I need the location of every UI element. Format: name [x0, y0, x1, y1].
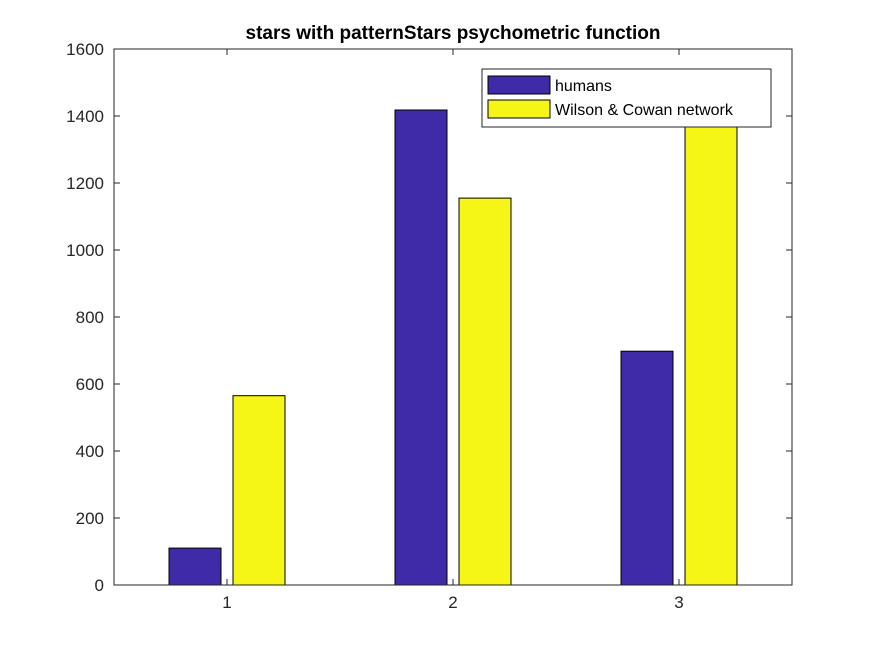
y-tick-label: 800: [76, 308, 104, 327]
legend-swatch-series-1: [487, 75, 551, 95]
x-tick-label: 3: [674, 593, 683, 612]
legend-swatch-series-2: [487, 99, 551, 119]
legend-label-series-1: humans: [555, 78, 612, 95]
axes-group: 0 200 400 600 800 1000 1200 1400 1600 1 2 3: [66, 40, 793, 612]
y-tick-label: 1400: [66, 107, 104, 126]
chart-title: stars with patternStars psychometric fun…: [246, 23, 661, 44]
bar-series-2-cat-2: [458, 197, 512, 586]
plot-area: [114, 49, 792, 585]
y-tick-label: 200: [76, 509, 104, 528]
x-tick-label: 1: [222, 593, 231, 612]
legend: humans Wilson & Cowan network: [481, 68, 772, 128]
y-tick-label: 1000: [66, 241, 104, 260]
y-tick-label: 600: [76, 375, 104, 394]
y-tick-label: 1600: [66, 40, 104, 59]
y-tick-label: 0: [95, 576, 104, 595]
legend-label-series-2: Wilson & Cowan network: [555, 102, 734, 119]
y-tick-label: 1200: [66, 174, 104, 193]
bar-series-1-cat-3: [620, 350, 674, 586]
y-tick-label: 400: [76, 442, 104, 461]
bar-series-2-cat-1: [232, 395, 286, 586]
bar-series-2-cat-3: [684, 95, 738, 586]
bar-series-1-cat-2: [394, 109, 448, 586]
bars-group: [168, 95, 738, 586]
x-tick-label: 2: [448, 593, 457, 612]
bar-series-1-cat-1: [168, 547, 222, 586]
